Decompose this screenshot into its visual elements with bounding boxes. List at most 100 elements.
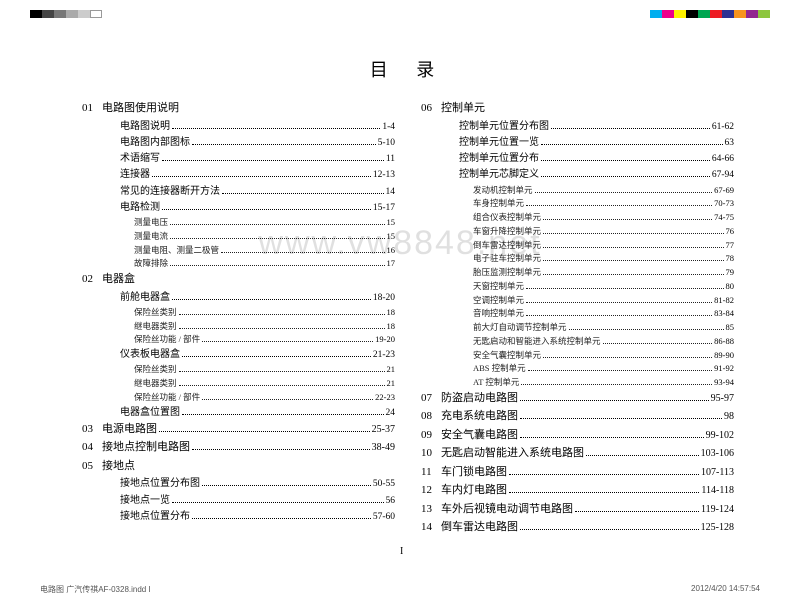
toc-subsubsection: 故障排除17 — [82, 257, 395, 270]
leader-dots — [202, 337, 373, 342]
print-footer: 电路图 广汽传祺AF-0328.indd I 2012/4/20 14:57:5… — [40, 584, 760, 595]
leader-dots — [182, 351, 371, 357]
page-ref: 89-90 — [714, 349, 734, 362]
page-ref: 18 — [387, 306, 396, 319]
color-swatch — [662, 10, 674, 18]
page-ref: 93-94 — [714, 376, 734, 389]
subsection-label: 控制单元芯脚定义 — [459, 167, 539, 182]
color-swatch — [54, 10, 66, 18]
leader-dots — [159, 425, 370, 432]
leader-dots — [528, 366, 712, 371]
toc-section: 02电器盒 — [82, 271, 395, 288]
subsub-label: 保险丝功能 / 部件 — [134, 333, 200, 346]
page-ref: 15-17 — [373, 201, 395, 215]
section-number: 07 — [421, 390, 441, 407]
subsection-label: 前舱电器盒 — [120, 290, 170, 305]
page-ref: 1-4 — [382, 120, 395, 134]
page-ref: 125-128 — [701, 520, 734, 535]
page-ref: 57-60 — [373, 510, 395, 524]
toc-subsubsection: 前大灯自动调节控制单元85 — [421, 321, 734, 334]
toc-subsubsection: 继电器类别21 — [82, 377, 395, 390]
toc-subsubsection: 测量电压 15 — [82, 216, 395, 229]
color-swatch — [746, 10, 758, 18]
leader-dots — [526, 284, 723, 289]
toc-subsubsection: 车身控制单元70-73 — [421, 197, 734, 210]
section-label: 无匙启动智能进入系统电路图 — [441, 445, 584, 462]
toc-subsubsection: 胎压监测控制单元79 — [421, 266, 734, 279]
toc-subsubsection: 无匙启动和智能进入系统控制单元86-88 — [421, 335, 734, 348]
toc-subsubsection: 测量电阻、测量二极管16 — [82, 244, 395, 257]
toc-subsubsection: 发动机控制单元67-69 — [421, 184, 734, 197]
leader-dots — [543, 256, 723, 261]
page-ref: 99-102 — [706, 428, 734, 443]
leader-dots — [575, 505, 699, 512]
subsub-label: 保险丝功能 / 部件 — [134, 391, 200, 404]
section-label: 车内灯电路图 — [441, 482, 507, 499]
subsection-label: 连接器 — [120, 167, 150, 182]
color-swatch — [30, 10, 42, 18]
leader-dots — [162, 204, 371, 210]
color-swatch — [42, 10, 54, 18]
page-ref: 50-55 — [373, 477, 395, 491]
subsub-label: 空调控制单元 — [473, 294, 524, 307]
subsub-label: 继电器类别 — [134, 377, 177, 390]
leader-dots — [541, 171, 710, 177]
leader-dots — [543, 229, 723, 234]
section-label: 防盗启动电路图 — [441, 390, 518, 407]
toc-subsection: 控制单元位置分布64-66 — [421, 151, 734, 166]
section-label: 电器盒 — [102, 271, 135, 288]
section-label: 控制单元 — [441, 100, 485, 117]
toc-subsubsection: 车窗升降控制单元76 — [421, 225, 734, 238]
toc-section: 04接地点控制电路图38-49 — [82, 439, 395, 456]
leader-dots — [221, 248, 384, 253]
section-number: 05 — [82, 458, 102, 475]
color-swatch — [66, 10, 78, 18]
subsub-label: 车窗升降控制单元 — [473, 225, 541, 238]
leader-dots — [541, 155, 710, 161]
leader-dots — [170, 234, 384, 239]
page-ref: 17 — [387, 257, 396, 270]
toc-subsubsection: AT 控制单元93-94 — [421, 376, 734, 389]
toc-subsubsection: 倒车雷达控制单元77 — [421, 239, 734, 252]
leader-dots — [222, 188, 384, 194]
color-swatch — [686, 10, 698, 18]
section-number: 14 — [421, 519, 441, 536]
leader-dots — [569, 325, 724, 330]
toc-subsection: 控制单元位置一览63 — [421, 135, 734, 150]
toc-subsubsection: 组合仪表控制单元74-75 — [421, 211, 734, 224]
leader-dots — [543, 215, 712, 220]
toc-section: 03电源电路图25-37 — [82, 421, 395, 438]
toc-section: 05接地点 — [82, 458, 395, 475]
leader-dots — [179, 381, 385, 386]
leader-dots — [162, 155, 384, 161]
section-label: 电源电路图 — [102, 421, 157, 438]
subsub-label: 前大灯自动调节控制单元 — [473, 321, 567, 334]
subsub-label: 测量电压 — [134, 216, 168, 229]
page-ref: 74-75 — [714, 211, 734, 224]
section-label: 倒车雷达电路图 — [441, 519, 518, 536]
page-ref: 21 — [387, 363, 396, 376]
toc-subsubsection: 保险丝类别21 — [82, 363, 395, 376]
page-number: I — [400, 546, 403, 557]
section-label: 接地点 — [102, 458, 135, 475]
subsection-label: 接地点位置分布图 — [120, 476, 200, 491]
page-ref: 11 — [386, 152, 395, 166]
toc-subsubsection: 音响控制单元83-84 — [421, 307, 734, 320]
subsection-label: 控制单元位置分布 — [459, 151, 539, 166]
page-ref: 15 — [387, 216, 396, 229]
print-color-bars — [0, 10, 800, 20]
toc-subsubsection: 电子驻车控制单元78 — [421, 252, 734, 265]
section-label: 接地点控制电路图 — [102, 439, 190, 456]
subsection-label: 常见的连接器断开方法 — [120, 184, 220, 199]
subsection-label: 电路检测 — [120, 200, 160, 215]
leader-dots — [179, 367, 385, 372]
page-ref: 19-20 — [375, 333, 395, 346]
subsub-label: 发动机控制单元 — [473, 184, 533, 197]
toc-subsubsection: 保险丝功能 / 部件 19-20 — [82, 333, 395, 346]
leader-dots — [520, 394, 709, 401]
subsection-label: 电路图内部图标 — [120, 135, 190, 150]
page-ref: 103-106 — [701, 446, 734, 461]
page-ref: 21-23 — [373, 348, 395, 362]
color-swatch — [722, 10, 734, 18]
leader-dots — [192, 139, 376, 145]
